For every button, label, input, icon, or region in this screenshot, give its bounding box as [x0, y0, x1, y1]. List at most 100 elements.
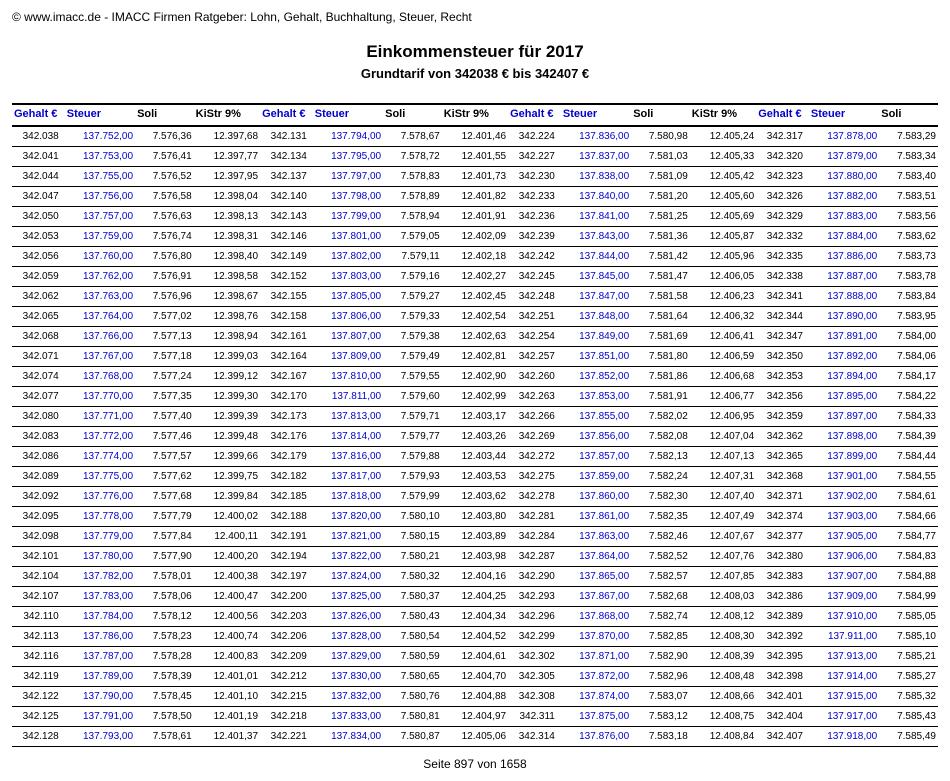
table-cell: 137.806,00 — [313, 307, 383, 327]
table-header-row: Gehalt € Steuer Soli KiStr 9% Gehalt € S… — [12, 104, 938, 126]
table-cell: 12.399,39 — [194, 407, 260, 427]
table-cell: 12.404,25 — [442, 587, 508, 607]
table-cell: 7.581,86 — [631, 367, 690, 387]
table-row: 342.056137.760,007.576,8012.398,40342.14… — [12, 247, 938, 267]
table-cell: 7.580,10 — [383, 507, 442, 527]
table-cell: 137.774,00 — [65, 447, 135, 467]
table-cell: 137.822,00 — [313, 547, 383, 567]
table-cell: 342.308 — [508, 687, 561, 707]
table-cell: 7.580,15 — [383, 527, 442, 547]
col-kistr-3: KiStr 9% — [690, 104, 756, 126]
col-steuer-2: Steuer — [313, 104, 383, 126]
table-cell: 342.233 — [508, 187, 561, 207]
table-cell: 7.578,01 — [135, 567, 194, 587]
table-cell: 12.407,04 — [690, 427, 756, 447]
table-row: 342.122137.790,007.578,4512.401,10342.21… — [12, 687, 938, 707]
table-cell: 137.757,00 — [65, 207, 135, 227]
table-cell: 342.311 — [508, 707, 561, 727]
table-cell: 137.789,00 — [65, 667, 135, 687]
table-cell: 7.577,46 — [135, 427, 194, 447]
table-cell: 12.405,33 — [690, 147, 756, 167]
table-cell: 342.194 — [260, 547, 313, 567]
table-cell: 7.579,05 — [383, 227, 442, 247]
table-cell: 137.851,00 — [561, 347, 631, 367]
table-row: 342.125137.791,007.578,5012.401,19342.21… — [12, 707, 938, 727]
table-cell: 7.577,02 — [135, 307, 194, 327]
table-cell: 12.407,85 — [690, 567, 756, 587]
table-cell: 342.041 — [12, 147, 65, 167]
table-cell: 342.146 — [260, 227, 313, 247]
table-cell: 7.583,73 — [879, 247, 938, 267]
table-cell: 342.062 — [12, 287, 65, 307]
table-cell: 342.278 — [508, 487, 561, 507]
table-cell: 12.400,47 — [194, 587, 260, 607]
page-footer: Seite 897 von 1658 — [12, 757, 938, 771]
table-cell: 342.143 — [260, 207, 313, 227]
table-cell: 12.401,55 — [442, 147, 508, 167]
table-cell: 342.044 — [12, 167, 65, 187]
table-cell: 342.338 — [756, 267, 809, 287]
table-cell: 342.197 — [260, 567, 313, 587]
copyright-line: © www.imacc.de - IMACC Firmen Ratgeber: … — [12, 10, 938, 24]
table-cell: 137.883,00 — [809, 207, 879, 227]
table-cell: 12.399,30 — [194, 387, 260, 407]
table-cell: 342.263 — [508, 387, 561, 407]
table-cell: 342.248 — [508, 287, 561, 307]
table-cell: 342.380 — [756, 547, 809, 567]
table-cell: 342.293 — [508, 587, 561, 607]
table-cell: 7.578,50 — [135, 707, 194, 727]
table-cell: 7.579,99 — [383, 487, 442, 507]
table-cell: 12.405,60 — [690, 187, 756, 207]
col-steuer-1: Steuer — [65, 104, 135, 126]
table-cell: 137.868,00 — [561, 607, 631, 627]
table-cell: 137.782,00 — [65, 567, 135, 587]
table-cell: 12.404,70 — [442, 667, 508, 687]
table-cell: 7.577,68 — [135, 487, 194, 507]
table-cell: 12.408,03 — [690, 587, 756, 607]
table-row: 342.092137.776,007.577,6812.399,84342.18… — [12, 487, 938, 507]
table-cell: 7.582,02 — [631, 407, 690, 427]
table-cell: 12.403,53 — [442, 467, 508, 487]
table-cell: 7.577,40 — [135, 407, 194, 427]
table-cell: 137.759,00 — [65, 227, 135, 247]
table-cell: 137.770,00 — [65, 387, 135, 407]
table-cell: 137.811,00 — [313, 387, 383, 407]
table-row: 342.047137.756,007.576,5812.398,04342.14… — [12, 187, 938, 207]
table-cell: 7.580,65 — [383, 667, 442, 687]
table-cell: 7.581,58 — [631, 287, 690, 307]
table-cell: 7.580,21 — [383, 547, 442, 567]
table-row: 342.110137.784,007.578,1212.400,56342.20… — [12, 607, 938, 627]
table-cell: 137.861,00 — [561, 507, 631, 527]
table-cell: 342.104 — [12, 567, 65, 587]
table-cell: 7.578,12 — [135, 607, 194, 627]
table-cell: 7.583,95 — [879, 307, 938, 327]
table-cell: 342.140 — [260, 187, 313, 207]
table-cell: 7.582,35 — [631, 507, 690, 527]
table-cell: 12.404,52 — [442, 627, 508, 647]
table-cell: 137.793,00 — [65, 727, 135, 747]
table-cell: 12.399,12 — [194, 367, 260, 387]
table-cell: 7.578,72 — [383, 147, 442, 167]
table-cell: 342.107 — [12, 587, 65, 607]
table-cell: 7.580,98 — [631, 126, 690, 147]
table-row: 342.083137.772,007.577,4612.399,48342.17… — [12, 427, 938, 447]
table-row: 342.044137.755,007.576,5212.397,95342.13… — [12, 167, 938, 187]
table-cell: 7.579,77 — [383, 427, 442, 447]
table-cell: 137.786,00 — [65, 627, 135, 647]
table-cell: 12.406,32 — [690, 307, 756, 327]
table-cell: 342.227 — [508, 147, 561, 167]
table-cell: 342.137 — [260, 167, 313, 187]
table-cell: 7.576,91 — [135, 267, 194, 287]
table-cell: 137.911,00 — [809, 627, 879, 647]
table-cell: 342.173 — [260, 407, 313, 427]
table-cell: 342.335 — [756, 247, 809, 267]
col-soli-1: Soli — [135, 104, 194, 126]
table-cell: 12.404,16 — [442, 567, 508, 587]
table-cell: 7.578,28 — [135, 647, 194, 667]
table-cell: 7.582,57 — [631, 567, 690, 587]
table-cell: 7.578,06 — [135, 587, 194, 607]
table-cell: 7.578,45 — [135, 687, 194, 707]
table-cell: 12.405,69 — [690, 207, 756, 227]
table-cell: 137.828,00 — [313, 627, 383, 647]
table-cell: 7.584,22 — [879, 387, 938, 407]
